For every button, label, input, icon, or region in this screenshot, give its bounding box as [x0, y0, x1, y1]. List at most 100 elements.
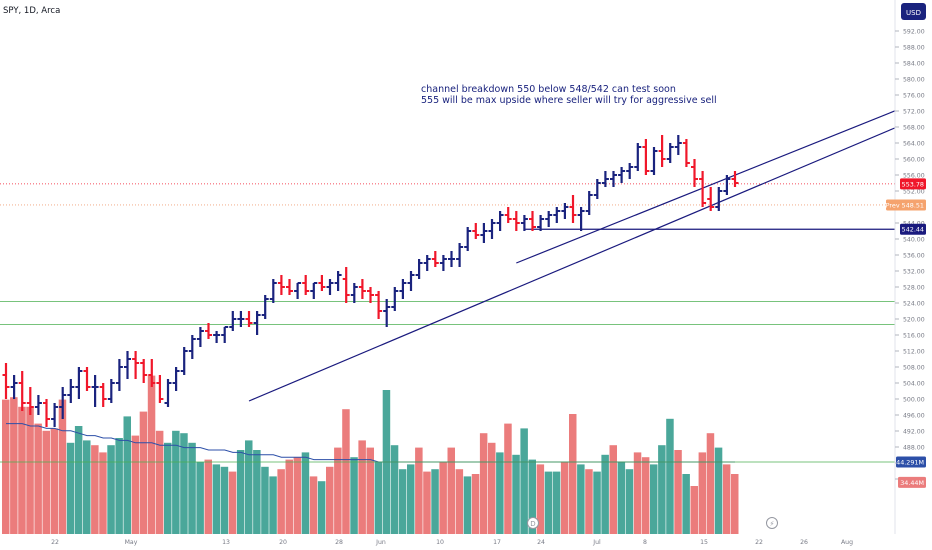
y-tick-label: 580.00 — [903, 77, 925, 84]
ohlc-bar — [448, 251, 455, 267]
symbol-title[interactable]: SPY, 1D, Arca — [3, 6, 60, 16]
volume-bar — [471, 474, 480, 534]
ohlc-bar — [367, 287, 374, 303]
time-axis: 22 May 13 20 28 Jun 10 17 24 Jul 8 15 22 26 Aug — [51, 539, 853, 546]
volume-bar — [66, 442, 75, 534]
volume-bar — [350, 457, 358, 534]
svg-text:542.44: 542.44 — [902, 226, 924, 234]
volume-bar — [625, 469, 634, 534]
ohlc-bar — [545, 211, 553, 227]
ohlc-bar — [196, 327, 204, 347]
volume-bar — [439, 462, 447, 534]
volume-bar — [342, 409, 350, 534]
volume-ma-tag[interactable]: 44.291M — [896, 456, 926, 468]
ohlc-bar — [699, 171, 707, 207]
ohlc-bar — [593, 179, 601, 199]
volume-bar — [99, 452, 107, 534]
support-price-tag[interactable]: 542.44 — [900, 223, 926, 235]
volume-bar — [83, 440, 91, 534]
volume-bar — [496, 452, 504, 534]
channel-line[interactable] — [248, 127, 896, 402]
y-tick-label: 560.00 — [903, 157, 925, 164]
volume-bar — [34, 423, 42, 534]
volume-bar — [666, 418, 674, 534]
ohlc-bar — [537, 215, 545, 231]
ohlc-bar — [504, 207, 512, 223]
volume-bar — [447, 447, 455, 534]
ohlc-bar — [407, 271, 415, 291]
ohlc-bar — [561, 203, 569, 219]
x-tick-label: 10 — [436, 539, 444, 546]
ohlc-bar — [723, 175, 731, 195]
y-tick-label: 568.00 — [903, 125, 925, 132]
volume-bar — [390, 445, 399, 534]
y-tick-label: 576.00 — [903, 93, 925, 100]
ohlc-bar — [391, 287, 399, 311]
volume-bar — [253, 450, 261, 534]
x-tick-label: 17 — [493, 539, 501, 546]
volume-tag[interactable]: 34.44M — [898, 476, 926, 488]
ohlc-bar — [286, 279, 293, 295]
volume-bar — [520, 428, 528, 534]
channel-line[interactable] — [516, 110, 896, 264]
ohlc-bar — [229, 311, 237, 331]
ohlc-bar — [520, 215, 528, 231]
event-marker-flash[interactable]: ⚡ — [766, 517, 778, 529]
ohlc-bar — [585, 191, 593, 215]
ohlc-bar — [691, 159, 698, 187]
volume-bar — [131, 435, 140, 534]
ohlc-bar — [34, 395, 42, 415]
x-tick-label: 15 — [700, 539, 708, 546]
ohlc-bar — [577, 207, 585, 231]
last-price-tag[interactable]: 553.78 — [900, 178, 926, 190]
ohlc-bar — [480, 223, 488, 243]
volume-bar — [398, 469, 407, 534]
volume-bar — [488, 442, 496, 534]
volume-bar — [204, 459, 212, 534]
ohlc-bar — [626, 163, 634, 179]
volume-bar — [593, 471, 601, 534]
y-tick-label: 552.00 — [903, 189, 925, 196]
volume-bar — [10, 397, 18, 534]
ohlc-bar — [140, 359, 148, 383]
ohlc-bar — [115, 359, 123, 391]
volume-bar — [172, 430, 180, 534]
ohlc-bar — [269, 279, 277, 303]
ohlc-bar — [51, 403, 59, 427]
volume-bar — [731, 474, 739, 534]
y-tick-label: 504.00 — [903, 381, 925, 388]
ohlc-bar — [431, 251, 439, 267]
currency-button[interactable]: USD — [901, 3, 926, 20]
volume-bar — [317, 481, 326, 534]
ohlc-bar — [205, 323, 212, 339]
ohlc-bar — [253, 311, 261, 335]
ohlc-bar — [375, 291, 383, 319]
volume-bar — [164, 442, 172, 534]
ohlc-bar — [350, 283, 358, 303]
annotation-line-1[interactable]: channel breakdown 550 below 548/542 can … — [421, 84, 676, 95]
ohlc-bar — [156, 375, 164, 403]
volume-bar — [115, 438, 123, 534]
volume-bar — [706, 433, 715, 534]
x-tick-label: Jul — [592, 539, 601, 546]
volume-bar — [528, 459, 536, 534]
ohlc-bar — [569, 195, 577, 223]
trend-channel[interactable] — [248, 110, 896, 402]
volume-bar — [261, 466, 269, 534]
annotation-line-2[interactable]: 555 will be max upside where seller will… — [421, 95, 717, 106]
prev-close-tag[interactable]: Prev 548.51 — [886, 199, 926, 211]
y-tick-label: 512.00 — [903, 349, 925, 356]
y-tick-label: 496.00 — [903, 413, 925, 420]
ohlc-bar — [674, 135, 682, 155]
volume-bar — [301, 452, 310, 534]
event-marker-dividend[interactable]: D — [527, 517, 539, 529]
ohlc-bar — [601, 171, 609, 187]
ohlc-bar — [10, 375, 18, 399]
volume-bar — [658, 445, 666, 534]
volume-bar — [690, 486, 698, 534]
volume-bar — [188, 442, 196, 534]
x-tick-label: May — [125, 539, 138, 546]
volume-bar — [269, 476, 277, 534]
